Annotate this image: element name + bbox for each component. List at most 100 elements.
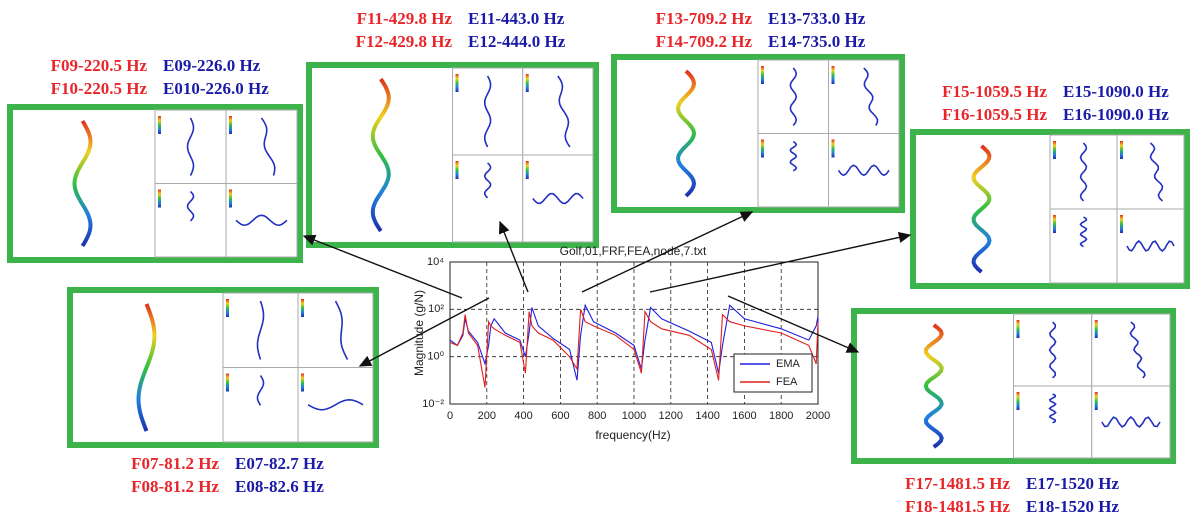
view-shape — [484, 75, 492, 148]
fea-frequency: F14-709.2 Hz — [656, 32, 753, 51]
ema-frequency: E15-1090.0 Hz — [1063, 82, 1169, 101]
mode-shape — [971, 144, 992, 274]
x-tick-label: 1000 — [622, 410, 646, 422]
view-cell — [828, 133, 900, 208]
fea-frequency: F11-429.8 Hz — [357, 9, 453, 28]
mode-shape — [136, 303, 157, 432]
arrow — [358, 297, 490, 367]
ema-frequency: E010-226.0 Hz — [163, 79, 269, 98]
view-cell — [225, 109, 298, 184]
view-shape — [484, 162, 492, 199]
x-tick-label: 600 — [551, 410, 569, 422]
mode-panels: F09-220.5 Hz E09-226.0 Hz F10-220.5 Hz E010… — [7, 9, 1190, 516]
view-shape — [1129, 321, 1146, 379]
view-shape — [307, 398, 364, 411]
view-cell — [757, 59, 829, 134]
color-bar — [301, 373, 304, 392]
view-cell — [297, 292, 374, 368]
color-bar — [229, 116, 232, 134]
x-axis-label: frequency(Hz) — [595, 428, 670, 442]
x-tick-label: 1400 — [695, 410, 719, 422]
mode-shape — [923, 323, 944, 449]
view-cell — [1091, 385, 1171, 459]
x-tick-label: 1200 — [659, 410, 683, 422]
color-bar — [525, 161, 529, 179]
y-tick-label: 10⁰ — [427, 351, 444, 363]
color-bar — [1120, 141, 1123, 159]
view-shape — [557, 75, 571, 148]
x-tick-label: 400 — [514, 410, 532, 422]
color-bar — [1016, 320, 1020, 338]
x-tick-label: 1600 — [732, 410, 756, 422]
color-bar — [1053, 141, 1056, 159]
fea-frequency: F15-1059.5 Hz — [942, 82, 1047, 101]
color-bar — [455, 74, 459, 92]
view-shape — [1048, 393, 1057, 424]
view-shape — [1079, 216, 1088, 248]
x-tick-label: 1800 — [769, 410, 793, 422]
view-shape — [256, 375, 265, 406]
chart-title: Golf,01,FRF,FEA,node,7.txt — [560, 244, 707, 258]
color-bar — [229, 189, 232, 208]
fea-frequency: F08-81.2 Hz — [131, 477, 219, 496]
color-bar — [226, 299, 229, 317]
view-cell — [452, 154, 524, 243]
x-tick-label: 800 — [588, 410, 606, 422]
fea-frequency: F18-1481.5 Hz — [905, 497, 1010, 516]
ema-frequency: E08-82.6 Hz — [235, 477, 324, 496]
color-bar — [831, 139, 835, 158]
arrow — [302, 234, 463, 299]
view-cell — [1013, 313, 1093, 387]
view-cell — [1091, 313, 1171, 387]
view-shape — [1126, 239, 1175, 253]
fea-frequency: F12-429.8 Hz — [356, 32, 453, 51]
y-tick-label: 10² — [428, 303, 444, 315]
ema-frequency: E09-226.0 Hz — [163, 56, 261, 75]
color-bar — [1053, 215, 1056, 233]
ema-frequency: E07-82.7 Hz — [235, 454, 324, 473]
x-tick-label: 200 — [478, 410, 496, 422]
mode-shape — [72, 119, 93, 248]
color-bar — [226, 373, 229, 392]
view-cell — [522, 67, 594, 156]
color-bar — [1016, 392, 1020, 410]
fea-frequency: F09-220.5 Hz — [51, 56, 148, 75]
series-line — [449, 303, 819, 381]
view-shape — [1149, 142, 1164, 202]
mode-shape — [370, 77, 391, 233]
view-shape — [1079, 142, 1088, 202]
view-cell — [225, 183, 298, 258]
view-shape — [334, 300, 349, 360]
ema-frequency: E16-1090.0 Hz — [1063, 105, 1169, 124]
mode-shape — [675, 69, 697, 198]
view-shape — [789, 67, 798, 126]
frf-chart: Golf,01,FRF,FEA,node,7.txt frequency(Hz)… — [412, 244, 830, 442]
color-bar — [831, 66, 835, 84]
view-cell — [1116, 134, 1185, 210]
arrow — [649, 231, 912, 293]
fea-frequency: F13-709.2 Hz — [656, 9, 753, 28]
view-shape — [235, 214, 288, 227]
color-bar — [761, 66, 764, 84]
view-shape — [1048, 321, 1057, 379]
color-bar — [1094, 320, 1098, 338]
y-tick-label: 10⁻² — [422, 398, 444, 410]
view-cell — [154, 109, 227, 184]
ema-frequency: E17-1520 Hz — [1026, 474, 1119, 493]
fea-frequency: F07-81.2 Hz — [131, 454, 219, 473]
color-bar — [301, 299, 304, 317]
view-shape — [837, 164, 890, 177]
fea-frequency: F17-1481.5 Hz — [905, 474, 1010, 493]
legend-label: EMA — [776, 358, 801, 370]
legend-label: FEA — [776, 376, 798, 388]
y-axis-label: Magnitude (g/N) — [412, 290, 426, 376]
view-shape — [256, 300, 265, 360]
view-shape — [789, 140, 798, 172]
fea-frequency: F16-1059.5 Hz — [942, 105, 1047, 124]
series-line — [449, 309, 819, 388]
ema-frequency: E13-733.0 Hz — [768, 9, 866, 28]
view-shape — [1101, 415, 1161, 428]
color-bar — [455, 161, 459, 179]
view-cell — [828, 59, 900, 134]
arrow — [498, 220, 529, 293]
